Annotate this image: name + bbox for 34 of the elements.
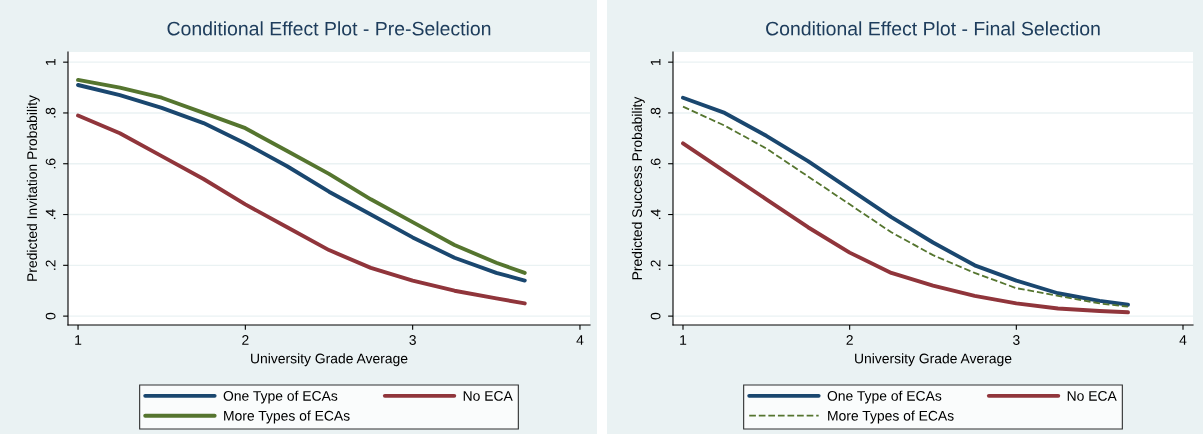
y-axis-title: Predicted Success Probability: [631, 96, 645, 280]
legend-label: One Type of ECAs: [827, 390, 942, 404]
x-axis-title: University Grade Average: [251, 353, 408, 367]
y-tick-label: 0: [45, 312, 56, 320]
x-tick-label: 1: [75, 335, 82, 345]
y-tick-label: 1: [650, 58, 661, 65]
line-series: [76, 113, 527, 306]
y-tick-label: 0: [650, 312, 661, 320]
legend-label: One Type of ECAs: [223, 390, 338, 404]
y-tick-label: .6: [45, 158, 56, 169]
y-axis-title: Predicted Invitation Probability: [26, 95, 40, 281]
x-tick-label: 2: [846, 335, 853, 345]
x-tick-label: 3: [409, 335, 416, 345]
x-tick-label: 2: [242, 335, 249, 345]
y-tick-label: .6: [650, 158, 661, 169]
x-tick-label: 4: [1179, 335, 1187, 345]
y-tick-label: .8: [45, 107, 56, 118]
y-tick-label: .4: [45, 209, 56, 220]
y-tick-label: 1: [45, 58, 56, 65]
chart-title: Conditional Effect Plot - Final Selection: [766, 21, 1100, 36]
x-tick-label: 1: [680, 335, 687, 345]
y-tick-label: .2: [45, 260, 56, 270]
line-series: [681, 141, 1130, 315]
legend-label: More Types of ECAs: [224, 410, 350, 424]
y-tick-label: .4: [650, 209, 661, 220]
x-tick-label: 3: [1013, 335, 1020, 345]
x-tick-label: 4: [576, 335, 584, 345]
y-tick-label: .8: [650, 107, 661, 118]
y-tick-label: .2: [650, 260, 661, 270]
legend-label: No ECA: [1067, 390, 1117, 401]
legend-label: More Types of ECAs: [828, 410, 954, 424]
legend-label: No ECA: [463, 390, 513, 401]
chart-title: Conditional Effect Plot - Pre-Selection: [167, 21, 491, 36]
x-axis-title: University Grade Average: [855, 353, 1012, 367]
